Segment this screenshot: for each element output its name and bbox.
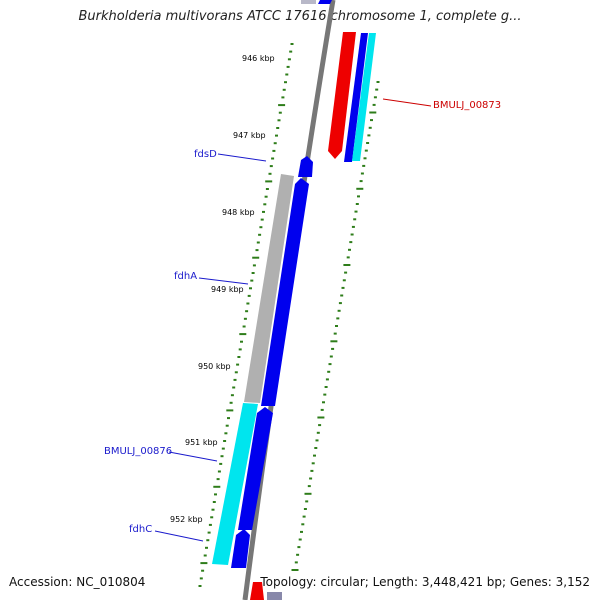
gene-label-fdsD[interactable]: fdsD: [194, 149, 217, 160]
gene-label-fdhA[interactable]: fdhA: [174, 271, 197, 282]
tick-label: 946 kbp: [242, 54, 275, 63]
tick-track-left: [198, 43, 294, 587]
tick-label: 948 kbp: [222, 208, 255, 217]
tick-label: 949 kbp: [211, 285, 244, 294]
gene-labels: fdsD fdhA BMULJ_00876 fdhC BMULJ_00873: [104, 98, 501, 542]
leader-line-BMULJ_00876: [168, 451, 218, 462]
gene-label-fdhC[interactable]: fdhC: [129, 524, 152, 535]
tick-track-right: [291, 81, 380, 571]
cds-BMULJ_00876-cyan[interactable]: [212, 403, 258, 565]
leader-line-fdhC: [154, 530, 204, 542]
cds-fdhA[interactable]: [261, 178, 309, 406]
cds-features: [212, 0, 376, 600]
tick-label: 952 kbp: [170, 515, 203, 524]
cds-fdhC[interactable]: [231, 529, 250, 568]
cds-bottom-slate[interactable]: [267, 592, 282, 600]
cds-top-gray[interactable]: [301, 0, 316, 4]
tick-label: 951 kbp: [185, 438, 218, 447]
leader-line-fdsD: [217, 153, 267, 162]
accession-text: Accession: NC_010804: [9, 575, 146, 589]
leader-line-fdhA: [198, 277, 249, 285]
cds-cyan-right[interactable]: [352, 33, 376, 161]
gene-label-BMULJ_00876[interactable]: BMULJ_00876: [104, 446, 172, 457]
kbp-tick-labels: 946 kbp 947 kbp 948 kbp 949 kbp 950 kbp …: [170, 54, 275, 524]
tick-label: 947 kbp: [233, 131, 266, 140]
genome-summary-text: Topology: circular; Length: 3,448,421 bp…: [260, 575, 590, 589]
map-title: Burkholderia multivorans ATCC 17616 chro…: [78, 9, 522, 24]
cds-fdsD[interactable]: [298, 156, 313, 177]
tick-label: 950 kbp: [198, 362, 231, 371]
cds-top-blue[interactable]: [318, 0, 332, 4]
cds-blue-right[interactable]: [344, 33, 368, 162]
cds-bottom-red[interactable]: [250, 582, 264, 600]
cds-BMULJ_00876-blue[interactable]: [238, 407, 273, 530]
cds-gray[interactable]: [244, 174, 294, 403]
gene-label-BMULJ_00873[interactable]: BMULJ_00873: [433, 100, 501, 111]
leader-line-BMULJ_00873: [382, 98, 432, 107]
cds-red[interactable]: [328, 32, 356, 159]
